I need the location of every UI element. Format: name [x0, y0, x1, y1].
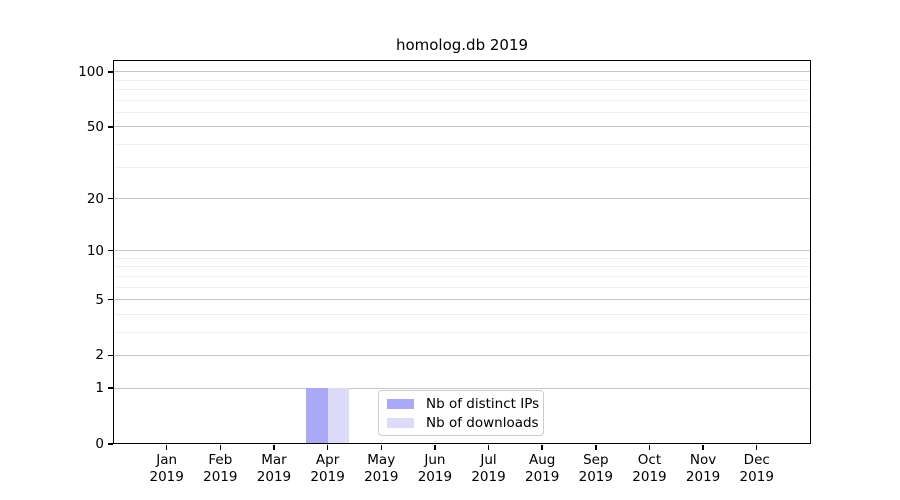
y-axis-tick [108, 298, 113, 301]
gridline-minor [114, 89, 810, 91]
gridline-major [114, 250, 810, 252]
legend-swatch-downloads [387, 417, 414, 428]
legend-label-downloads: Nb of downloads [426, 414, 539, 431]
y-tick-label: 1 [95, 380, 104, 397]
x-tick-label: Jul 2019 [471, 452, 506, 485]
gridline-minor [114, 275, 810, 277]
x-axis-tick [273, 444, 275, 450]
gridline-minor [114, 313, 810, 315]
bar-downloads [327, 388, 350, 444]
x-tick-label: Jan 2019 [149, 452, 184, 485]
x-axis-tick [756, 444, 758, 450]
plot-area [113, 60, 811, 444]
legend-item-downloads: Nb of downloads [387, 415, 539, 431]
x-axis-tick [166, 444, 168, 450]
gridline-minor [114, 331, 810, 333]
y-axis-tick [108, 387, 113, 389]
x-axis-tick [541, 444, 543, 450]
legend-swatch-distinct-ips [387, 398, 414, 409]
gridline-minor [114, 79, 810, 81]
y-tick-label: 2 [95, 347, 104, 364]
y-axis-tick [108, 249, 113, 252]
gridline-major [114, 71, 810, 73]
x-axis-tick [219, 444, 222, 450]
gridline-minor [114, 257, 810, 259]
gridline-minor [114, 99, 810, 101]
x-tick-label: Sep 2019 [578, 452, 613, 485]
gridline-minor [114, 286, 810, 288]
x-axis-tick [326, 444, 329, 450]
y-tick-label: 100 [78, 63, 104, 80]
y-tick-label: 5 [95, 291, 104, 308]
gridline-minor [114, 166, 810, 168]
y-tick-label: 10 [86, 242, 104, 259]
gridline-major [114, 354, 810, 356]
x-axis-tick [702, 444, 704, 450]
x-tick-label: Feb 2019 [203, 452, 238, 485]
y-tick-label: 20 [86, 190, 104, 207]
x-tick-label: Oct 2019 [632, 452, 667, 485]
gridline-major [114, 387, 810, 389]
x-axis-tick [380, 444, 382, 450]
gridline-minor [114, 266, 810, 268]
y-axis-tick [108, 71, 113, 73]
x-tick-label: May 2019 [364, 452, 399, 485]
x-axis-tick [434, 444, 436, 450]
chart-title: homolog.db 2019 [395, 36, 529, 54]
x-tick-label: Jun 2019 [417, 452, 453, 485]
y-axis-tick [108, 126, 113, 128]
x-tick-label: Apr 2019 [310, 452, 345, 485]
y-tick-label: 0 [95, 436, 104, 452]
gridline-major [114, 126, 810, 128]
gridline-minor [114, 112, 810, 114]
x-axis-tick [595, 444, 597, 450]
x-axis-tick [648, 444, 651, 450]
legend: Nb of distinct IPs Nb of downloads [378, 390, 544, 436]
x-tick-label: Nov 2019 [685, 452, 721, 485]
y-tick-label: 50 [86, 118, 104, 135]
gridline-major [114, 299, 810, 301]
y-axis-tick [108, 443, 113, 445]
x-tick-label: Aug 2019 [524, 452, 560, 485]
bar-distinct-ips [306, 388, 328, 444]
x-tick-label: Dec 2019 [739, 452, 774, 485]
legend-label-distinct-ips: Nb of distinct IPs [426, 395, 540, 412]
x-axis-tick [487, 444, 490, 450]
y-axis-tick [108, 197, 113, 200]
legend-item-distinct-ips: Nb of distinct IPs [387, 396, 539, 412]
x-tick-label: Mar 2019 [256, 452, 292, 485]
gridline-major [114, 198, 810, 199]
gridline-minor [114, 144, 810, 146]
y-axis-tick [108, 354, 113, 357]
